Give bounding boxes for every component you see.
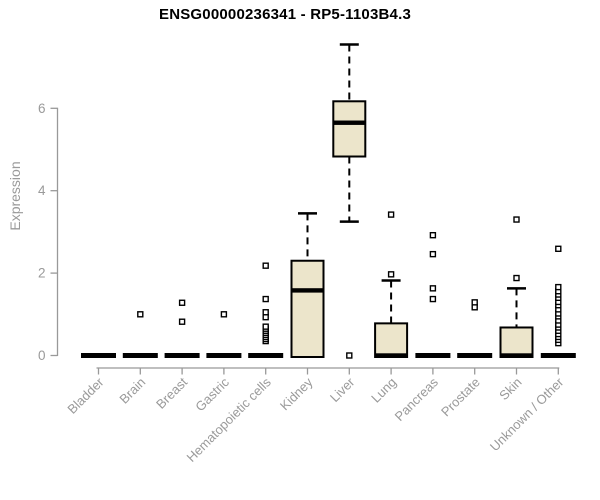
x-tick-label-liver: Liver bbox=[327, 374, 358, 405]
boxplot-pancreas bbox=[415, 231, 451, 358]
outlier-marker bbox=[262, 309, 269, 316]
outlier-marker bbox=[387, 211, 395, 218]
boxplot-lung bbox=[374, 211, 409, 359]
zero-bar bbox=[248, 353, 284, 358]
x-tick-label-lung: Lung bbox=[368, 375, 399, 406]
boxplot-brain bbox=[122, 311, 158, 358]
outlier-marker bbox=[555, 245, 562, 252]
boxplot-liver bbox=[332, 43, 367, 359]
y-axis: 0 2 4 6 bbox=[38, 101, 59, 363]
outlier-marker bbox=[513, 274, 520, 282]
x-tick-label-gastric: Gastric bbox=[192, 374, 232, 414]
outlier-marker bbox=[178, 299, 186, 306]
outlier-marker bbox=[555, 283, 562, 291]
zero-bar bbox=[457, 353, 493, 358]
outlier-marker bbox=[429, 231, 437, 239]
x-tick-label-unknown-other: Unknown / Other bbox=[487, 374, 567, 454]
outlier-marker bbox=[262, 323, 269, 330]
median-line bbox=[375, 353, 408, 358]
x-tick-label-bladder: Bladder bbox=[64, 374, 107, 417]
x-tick-label-brain: Brain bbox=[116, 375, 148, 407]
boxplot-skin bbox=[499, 216, 534, 359]
boxplot-gastric bbox=[206, 311, 242, 358]
zero-bar bbox=[540, 353, 576, 358]
box bbox=[499, 326, 534, 359]
y-tick-label: 0 bbox=[38, 348, 46, 363]
x-tick-label-prostate: Prostate bbox=[438, 375, 483, 420]
outlier-marker bbox=[513, 216, 520, 223]
zero-bar bbox=[206, 353, 242, 358]
boxplot-kidney bbox=[290, 212, 325, 358]
outlier-marker bbox=[429, 295, 437, 303]
zero-bar bbox=[164, 353, 200, 358]
y-axis-label: Expression bbox=[7, 161, 23, 231]
x-tick-label-kidney: Kidney bbox=[277, 374, 316, 413]
outlier-marker bbox=[387, 271, 395, 278]
boxplot-breast bbox=[164, 299, 200, 358]
zero-bar bbox=[81, 353, 116, 358]
outlier-marker bbox=[471, 299, 478, 306]
median-line bbox=[291, 288, 324, 293]
box bbox=[374, 322, 409, 359]
boxplot-unknown-other bbox=[540, 245, 576, 358]
median-line bbox=[333, 120, 366, 125]
outlier-marker bbox=[262, 262, 269, 269]
zero-bar bbox=[122, 353, 158, 358]
outlier-marker bbox=[137, 311, 144, 318]
chart-title: ENSG00000236341 - RP5-1103B4.3 bbox=[158, 6, 411, 23]
y-tick-label: 4 bbox=[38, 183, 46, 198]
outlier-marker bbox=[262, 295, 269, 303]
outlier-marker bbox=[220, 311, 228, 318]
median-line bbox=[500, 353, 533, 358]
x-tick-label-breast: Breast bbox=[153, 374, 190, 411]
y-tick-label: 2 bbox=[38, 266, 46, 281]
boxplot-bladder bbox=[81, 353, 116, 358]
outlier-marker bbox=[429, 285, 437, 292]
y-tick-label: 6 bbox=[38, 101, 46, 116]
zero-bar bbox=[415, 353, 451, 358]
box bbox=[332, 100, 367, 158]
x-tick-label-pancreas: Pancreas bbox=[392, 374, 442, 424]
outlier-marker bbox=[178, 318, 186, 325]
boxplot-prostate bbox=[457, 299, 493, 358]
boxplot-hematopoietic-cells bbox=[248, 262, 284, 358]
x-tick-label-skin: Skin bbox=[496, 375, 524, 403]
outlier-marker bbox=[346, 352, 353, 359]
box bbox=[290, 259, 325, 358]
outlier-marker bbox=[429, 250, 437, 258]
